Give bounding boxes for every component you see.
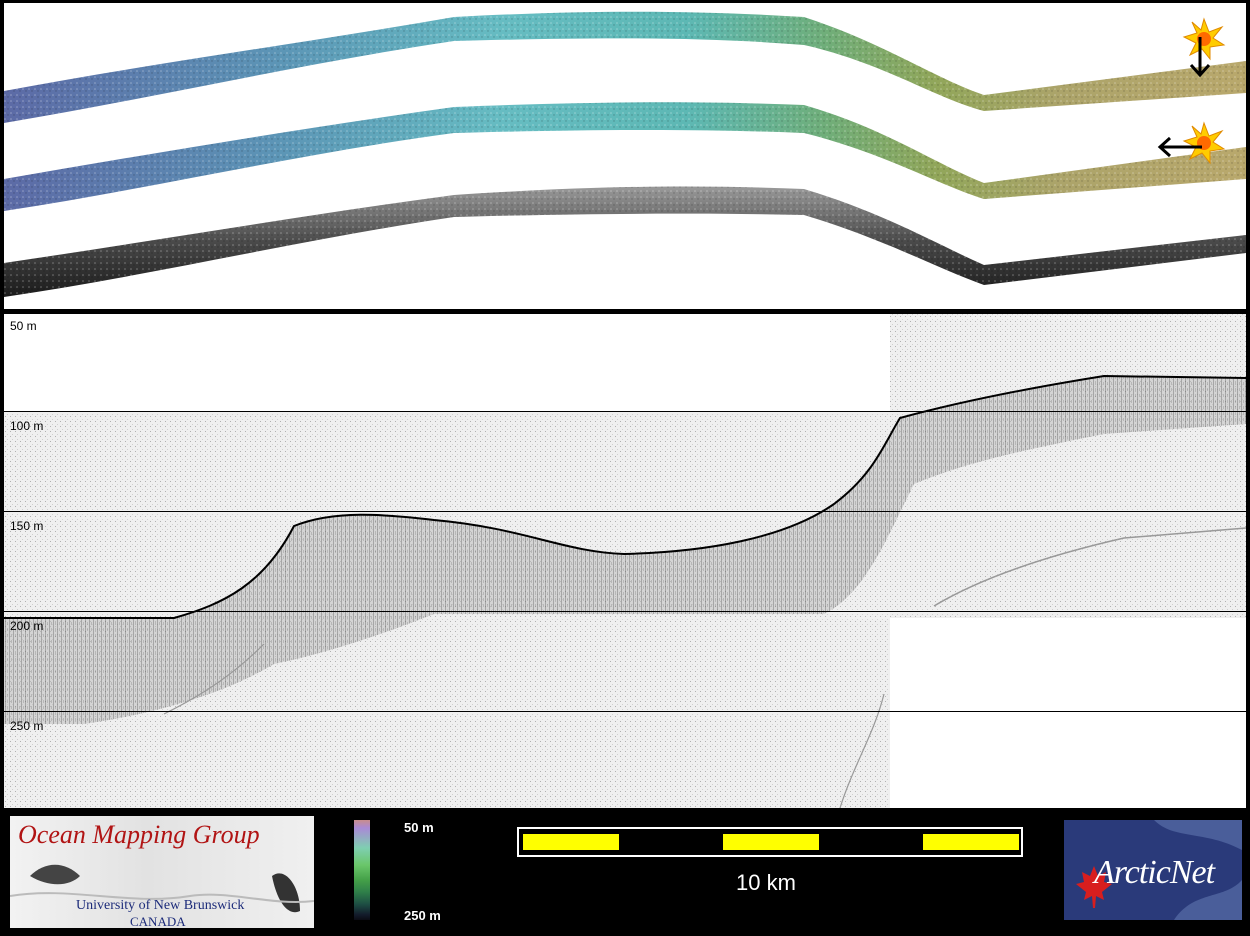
depth-label-250: 250 m xyxy=(10,719,44,733)
legend-footer: Ocean Mapping Group University of New Br… xyxy=(4,812,1246,933)
depth-label-50: 50 m xyxy=(10,319,37,333)
depth-colorbar xyxy=(354,820,370,920)
depth-label-150: 150 m xyxy=(10,519,44,533)
omg-logo-country: CANADA xyxy=(130,914,186,928)
sub-reflector xyxy=(163,643,265,715)
arrow-down-icon xyxy=(1189,37,1211,78)
subbottom-profile-panel: 50 m 100 m 150 m 200 m 250 m xyxy=(4,314,1246,808)
scale-bar-segment xyxy=(723,834,819,850)
depth-gridline xyxy=(4,511,1246,512)
arcticnet-logo-graphic xyxy=(1076,820,1242,920)
colorbar-bottom-label: 250 m xyxy=(404,908,441,923)
omg-logo-subtitle: University of New Brunswick xyxy=(76,898,245,913)
depth-label-100: 100 m xyxy=(10,419,44,433)
bathymetry-swath-1 xyxy=(4,11,1246,124)
maple-leaf-icon xyxy=(1076,866,1112,908)
scale-bar-segment xyxy=(923,834,1019,850)
scale-bar-segment xyxy=(523,834,619,850)
seafloor-reflector xyxy=(4,374,1246,619)
profile-svg xyxy=(4,314,1246,808)
depth-gridline xyxy=(4,711,1246,712)
arrow-left-icon xyxy=(1157,136,1202,158)
backscatter-swath xyxy=(4,186,1246,297)
swath-imagery-panel xyxy=(4,3,1246,309)
omg-logo-title: Ocean Mapping Group xyxy=(18,820,260,849)
depth-gridline xyxy=(4,611,1246,612)
arcticnet-logo: ArcticNet xyxy=(1064,820,1242,920)
colorbar-top-label: 50 m xyxy=(404,820,434,835)
bathymetry-swath-2 xyxy=(4,102,1246,211)
ocean-mapping-group-logo: Ocean Mapping Group University of New Br… xyxy=(10,816,314,928)
sun-icon xyxy=(1182,17,1226,61)
profile-blank-right xyxy=(890,618,1246,808)
scale-bar-label: 10 km xyxy=(736,870,796,895)
depth-gridline xyxy=(4,411,1246,412)
arcticnet-logo-text: ArcticNet xyxy=(1094,854,1215,891)
sediment-body xyxy=(4,376,1246,724)
sub-reflector xyxy=(933,527,1246,607)
omg-logo-graphic xyxy=(10,864,314,913)
sub-reflector xyxy=(839,693,885,808)
depth-label-200: 200 m xyxy=(10,619,44,633)
scale-bar xyxy=(517,827,1023,857)
swath-svg xyxy=(4,11,1246,297)
